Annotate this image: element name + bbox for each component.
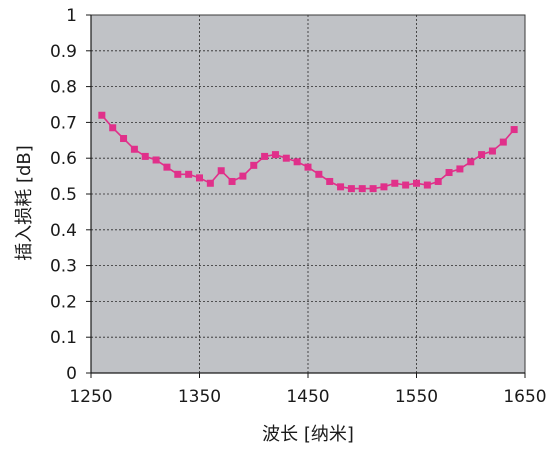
y-tick-label: 0.1: [50, 328, 77, 348]
data-point: [369, 185, 377, 193]
y-tick-label: 0: [66, 364, 77, 384]
data-point: [282, 154, 290, 162]
data-point: [261, 152, 269, 160]
x-tick-label: 1350: [178, 387, 221, 407]
data-point: [391, 179, 399, 187]
data-point: [413, 179, 420, 187]
data-point: [98, 111, 106, 119]
data-point: [271, 151, 279, 159]
data-point: [510, 126, 518, 134]
data-point: [250, 161, 258, 169]
data-point: [423, 181, 431, 189]
data-point: [315, 170, 323, 178]
y-tick-label: 0.5: [50, 185, 77, 205]
data-point: [499, 138, 507, 146]
data-point: [174, 170, 182, 178]
data-point: [380, 183, 388, 191]
data-point: [239, 172, 247, 180]
data-point: [196, 174, 203, 182]
data-point: [456, 165, 464, 173]
data-point: [152, 156, 160, 164]
data-point: [109, 124, 117, 132]
y-tick-label: 0.3: [50, 257, 77, 277]
data-point: [347, 185, 355, 193]
x-tick-label: 1250: [69, 387, 112, 407]
data-point: [130, 145, 138, 153]
data-point: [141, 152, 149, 160]
data-point: [163, 163, 171, 171]
data-point: [488, 147, 496, 155]
data-point: [467, 158, 475, 166]
y-tick-label: 0.8: [50, 78, 77, 98]
data-point: [206, 179, 214, 187]
data-point: [120, 135, 128, 143]
y-tick-label: 0.4: [50, 221, 77, 241]
y-tick-label: 1: [66, 6, 77, 26]
y-tick-label: 0.7: [50, 113, 77, 133]
data-point: [217, 167, 225, 175]
y-axis-title: 插入损耗 [dB]: [14, 145, 35, 261]
y-axis-ticks: 0 0.1 0.2 0.3 0.4 0.5 0.6 0.7 0.8 0.9 1: [50, 6, 91, 384]
data-point: [434, 177, 442, 185]
series-layer: [98, 111, 518, 193]
x-tick-label: 1650: [503, 387, 546, 407]
y-tick-label: 0.2: [50, 292, 77, 312]
data-point: [358, 185, 366, 193]
x-axis-ticks: 1250 1350 1450 1550 1650: [69, 373, 547, 407]
data-point: [228, 177, 236, 185]
y-tick-label: 0.9: [50, 42, 77, 62]
x-tick-label: 1450: [286, 387, 329, 407]
gridlines: [91, 15, 525, 373]
data-point: [445, 169, 453, 177]
data-point: [185, 170, 193, 178]
data-point: [402, 181, 410, 189]
x-tick-label: 1550: [395, 387, 438, 407]
data-point: [293, 158, 301, 166]
data-point: [304, 163, 312, 171]
data-point: [337, 183, 345, 191]
data-point: [478, 151, 486, 159]
y-tick-label: 0.6: [50, 149, 77, 169]
data-point: [326, 177, 334, 185]
x-axis-title: 波长 [纳米]: [262, 424, 354, 445]
